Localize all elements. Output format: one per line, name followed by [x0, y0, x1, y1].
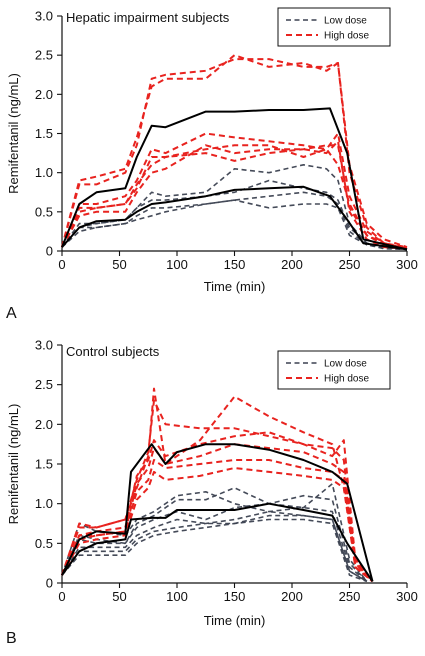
- x-tick-label: 200: [281, 257, 303, 272]
- legend: Low dose High dose: [277, 350, 391, 390]
- x-tick-label: 250: [339, 257, 361, 272]
- series-line-high-2: [61, 431, 374, 583]
- series-line-low-9: [61, 514, 368, 583]
- legend-box: [277, 7, 391, 47]
- legend-box: [277, 350, 391, 390]
- series-line-mean-11: [61, 185, 408, 251]
- y-tick-label: 0: [46, 576, 53, 591]
- y-tick-label: 2.0: [35, 87, 53, 102]
- x-tick-label: 100: [166, 589, 188, 604]
- series-line-mean-13: [61, 502, 374, 582]
- series-line-high-1: [61, 58, 408, 249]
- y-axis-title: Remifentanil (ng/mL): [6, 404, 21, 525]
- legend-label-low: Low dose: [324, 16, 367, 27]
- panel-title: Control subjects: [66, 344, 160, 359]
- series-line-low-7: [61, 486, 368, 582]
- series-line-low-9: [61, 199, 408, 251]
- x-tick-label: 150: [224, 257, 246, 272]
- series-line-high-5: [61, 140, 408, 250]
- panel-b: 0 50 100 150 200 250 300 0 0.5 1.0 1.5 2.0 2.5 3.0 Tim…: [6, 338, 418, 648]
- series-line-low-10: [61, 510, 368, 583]
- series-line-high-1: [61, 399, 374, 583]
- panel-letter: A: [6, 305, 17, 322]
- series-line-high-0: [61, 387, 374, 583]
- x-tick-label: 200: [281, 589, 303, 604]
- y-tick-label: 0.5: [35, 536, 53, 551]
- legend-label-high: High dose: [324, 31, 369, 42]
- y-tick-label: 3.0: [35, 9, 53, 24]
- y-tick-label: 2.5: [35, 377, 53, 392]
- series-line-high-2: [61, 132, 408, 250]
- x-axis-title: Time (min): [204, 613, 266, 628]
- series-line-high-3: [61, 443, 374, 583]
- y-tick-label: 1.0: [35, 165, 53, 180]
- y-tick-label: 0: [46, 244, 53, 259]
- x-tick-label: 50: [112, 589, 126, 604]
- y-tick-label: 2.5: [35, 48, 53, 63]
- panel-a: 0 50 100 150 200 250 300 0 0.5 1.0 1.5 2.0 2.5 3.0 Tim…: [6, 7, 418, 322]
- series-line-high-5: [61, 467, 374, 583]
- panel-title: Hepatic impairment subjects: [66, 10, 230, 25]
- x-tick-label: 300: [396, 589, 418, 604]
- y-axis-title: Remifentanil (ng/mL): [6, 73, 21, 194]
- series-line-low-11: [61, 518, 368, 583]
- x-tick-label: 300: [396, 257, 418, 272]
- y-tick-label: 1.0: [35, 496, 53, 511]
- y-tick-label: 1.5: [35, 457, 53, 472]
- series-line-high-4: [61, 459, 374, 583]
- x-axis-title: Time (min): [204, 279, 266, 294]
- legend-label-low: Low dose: [324, 359, 367, 370]
- y-tick-label: 3.0: [35, 338, 53, 353]
- x-tick-label: 0: [58, 589, 65, 604]
- y-tick-label: 1.5: [35, 126, 53, 141]
- x-tick-label: 100: [166, 257, 188, 272]
- x-tick-label: 50: [112, 257, 126, 272]
- y-tick-label: 0.5: [35, 204, 53, 219]
- series-line-high-3: [61, 132, 408, 250]
- legend-label-high: High dose: [324, 374, 369, 385]
- series-line-high-4: [61, 144, 408, 250]
- x-tick-label: 250: [339, 589, 361, 604]
- legend: Low dose High dose: [277, 7, 391, 47]
- series-line-mean-10: [61, 107, 408, 251]
- x-tick-label: 150: [224, 589, 246, 604]
- series-line-mean-12: [61, 443, 374, 582]
- x-tick-label: 0: [58, 257, 65, 272]
- panel-letter: B: [6, 630, 17, 647]
- y-tick-label: 2.0: [35, 417, 53, 432]
